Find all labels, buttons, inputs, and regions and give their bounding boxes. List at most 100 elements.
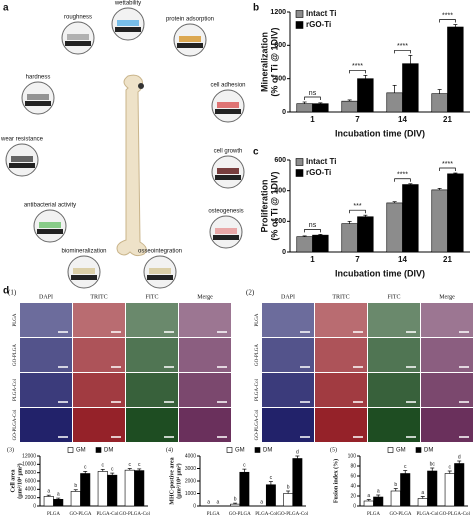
y-tick-label: 10000: [22, 462, 36, 468]
x-tick-label: GO-PLGA-Col: [277, 512, 308, 517]
bar: [265, 484, 276, 507]
legend-swatch: [387, 447, 394, 453]
significance-letter: c: [138, 462, 141, 468]
bar: [239, 471, 250, 507]
column-label: TRITC: [90, 294, 107, 300]
bar: [363, 500, 374, 507]
y-axis-label: (μm²/10⁴ μm²): [16, 463, 23, 498]
substrate: [25, 101, 51, 106]
x-tick-label: 1: [310, 255, 315, 264]
significance-letter: c: [449, 464, 452, 470]
x-tick-label: GO-PLGA: [229, 512, 251, 517]
substrate: [215, 175, 241, 180]
significance-letter: a: [57, 491, 60, 497]
bar: [341, 223, 358, 253]
y-tick-label: 20: [350, 493, 356, 499]
y-tick-label: 3000: [185, 466, 196, 472]
row-label: GO-PLGA-Col: [255, 409, 260, 440]
y-axis-label: Fusion index (%): [332, 459, 339, 503]
significance-letter: a: [421, 490, 424, 496]
x-tick-label: 21: [443, 115, 452, 124]
significance-letter: d: [458, 454, 461, 460]
legend-swatch: [295, 169, 304, 177]
bar: [386, 92, 403, 113]
x-tick-label: 7: [355, 115, 360, 124]
y-tick-label: 2000: [25, 495, 36, 501]
legend-label: rGO-Ti: [306, 168, 331, 177]
significance-letter: b: [287, 484, 290, 490]
y-tick-label: 600: [274, 157, 286, 164]
significance-label: ****: [352, 63, 363, 70]
property-label: protein adsorption: [166, 17, 214, 23]
y-axis-label: Proliferation: [259, 179, 269, 232]
y-tick-label: 8000: [25, 470, 36, 476]
surface-feature: [217, 168, 239, 174]
y-axis-label: Cell area: [10, 469, 16, 492]
panel-label: c: [253, 147, 259, 158]
row-label: GO-PLGA: [13, 344, 18, 366]
significance-bracket: [439, 19, 456, 23]
x-tick-label: PLGA: [47, 512, 60, 517]
significance-label: ****: [397, 172, 408, 179]
row-label: PLGA-Col: [255, 378, 260, 401]
legend-label: DM: [263, 448, 272, 454]
significance-letter: a: [377, 488, 380, 494]
legend-label: DM: [104, 448, 113, 454]
significance-letter: b: [234, 496, 237, 502]
significance-label: ***: [353, 203, 361, 210]
property-label: wettability: [114, 1, 141, 7]
bar: [296, 236, 313, 253]
significance-bracket: [394, 49, 411, 54]
x-tick-label: 21: [443, 255, 452, 264]
bone: [116, 74, 147, 257]
bar: [53, 499, 64, 507]
bar: [124, 469, 135, 507]
x-tick-label: 1: [310, 115, 315, 124]
surface-feature: [117, 20, 139, 26]
legend-swatch: [67, 447, 74, 453]
substrate: [9, 163, 35, 168]
significance-letter: a: [207, 499, 210, 505]
panel-label: d: [3, 286, 9, 297]
x-tick-label: 14: [398, 115, 407, 124]
bar: [107, 474, 118, 507]
property-label: hardness: [26, 75, 51, 81]
panel-label: b: [253, 3, 259, 14]
y-tick-label: 4000: [25, 487, 36, 493]
substrate: [177, 43, 203, 48]
x-tick-label: PLGA: [207, 512, 220, 517]
surface-feature: [73, 268, 95, 274]
significance-bracket: [304, 96, 321, 100]
y-tick-label: 100: [348, 453, 357, 459]
subpanel-label: (5): [330, 446, 337, 453]
bar: [400, 473, 411, 507]
significance-letter: c: [129, 462, 132, 468]
x-tick-label: PLGA: [367, 512, 380, 517]
y-axis-label: (μm²/10⁴ μm²): [175, 463, 182, 498]
significance-label: ****: [442, 161, 453, 168]
significance-letter: c: [243, 462, 246, 468]
panel-label: a: [3, 3, 9, 14]
bar: [70, 491, 81, 507]
bar: [402, 184, 419, 253]
legend-swatch: [295, 158, 304, 166]
legend-swatch: [226, 447, 233, 453]
property-label: cell adhesion: [210, 83, 245, 89]
y-tick-label: 800: [274, 42, 286, 49]
bar: [390, 490, 401, 507]
column-label: DAPI: [39, 294, 53, 300]
legend-label: rGO-Ti: [306, 20, 331, 29]
column-label: FITC: [145, 294, 158, 300]
bar: [427, 470, 438, 507]
legend-label: GM: [396, 448, 406, 454]
legend-swatch: [295, 21, 304, 29]
significance-letter: c: [270, 475, 273, 481]
bar: [357, 78, 374, 113]
x-tick-label: 7: [355, 255, 360, 264]
y-tick-label: 4000: [185, 453, 196, 459]
y-tick-label: 80: [350, 463, 356, 469]
bar: [373, 496, 384, 507]
subpanel-label: (4): [166, 446, 173, 453]
substrate: [37, 229, 63, 234]
y-tick-label: 200: [274, 218, 286, 225]
